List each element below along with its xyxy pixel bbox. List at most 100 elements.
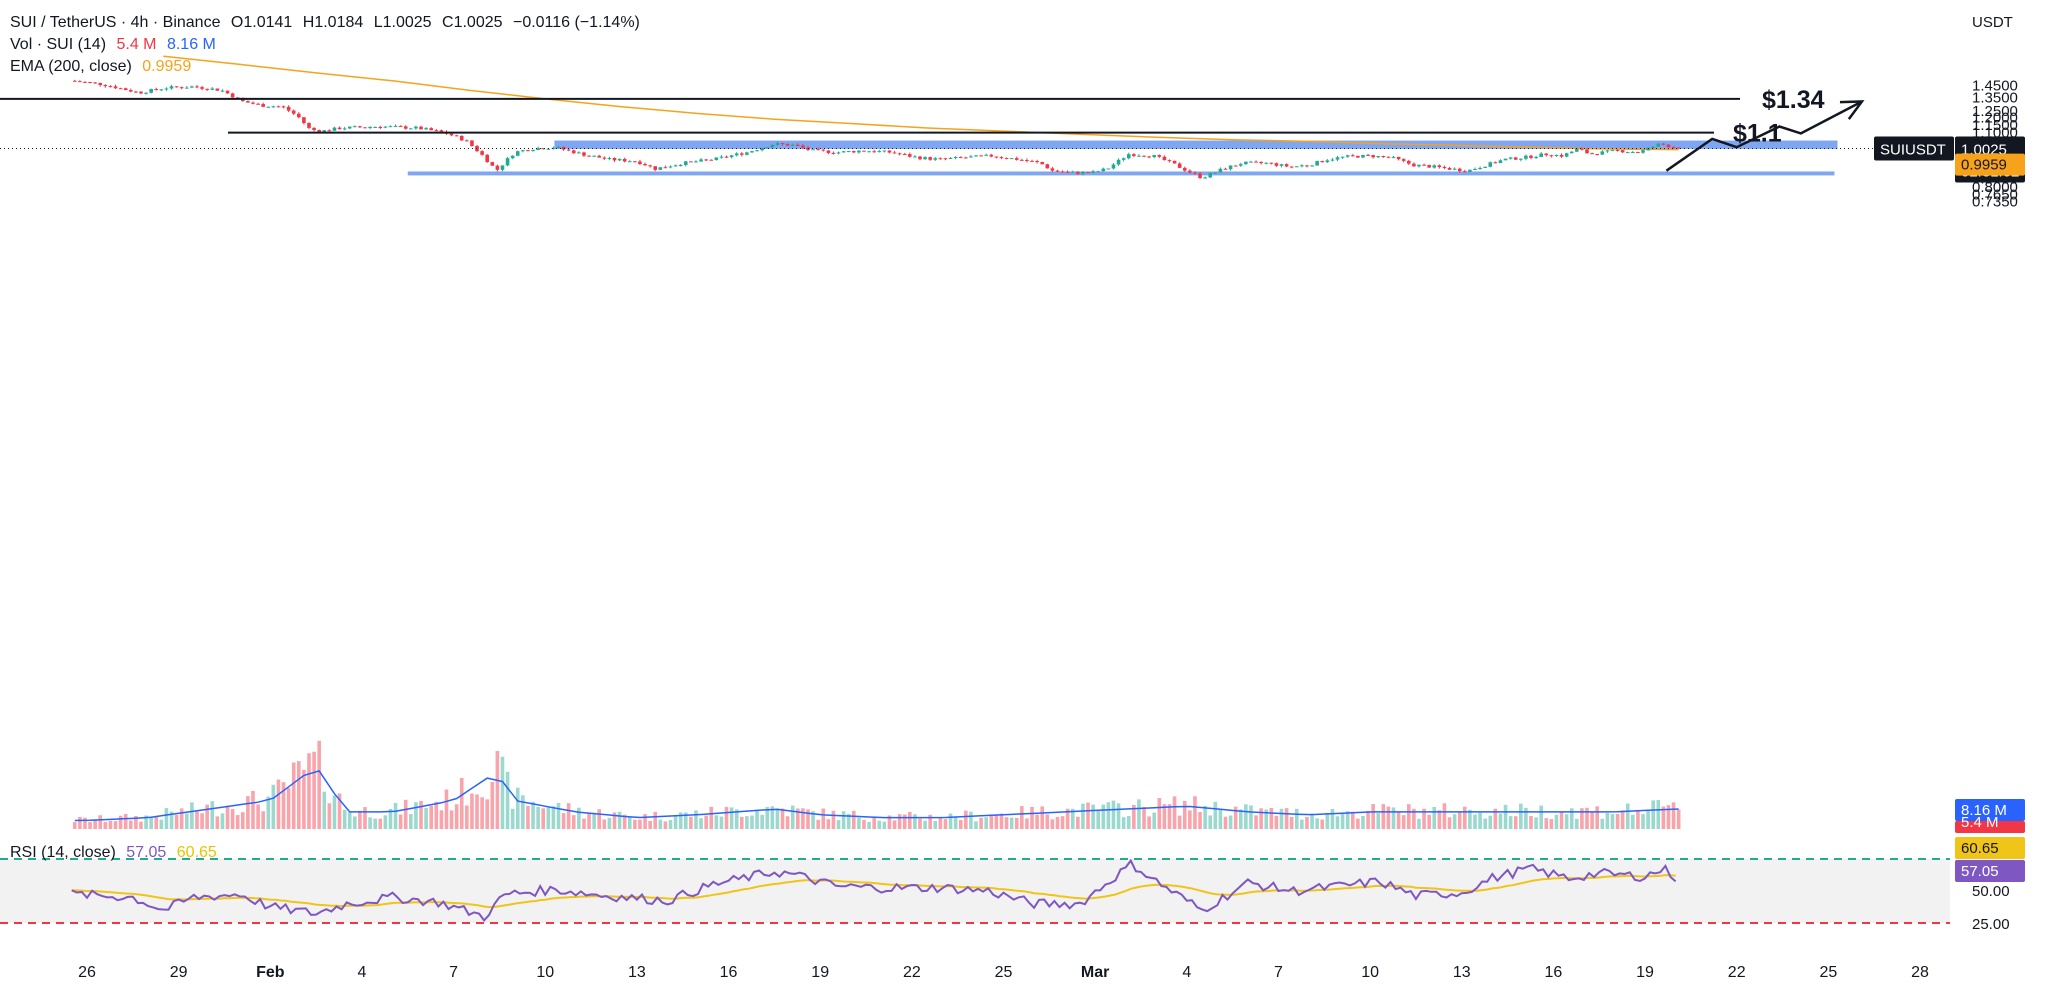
candle-body	[857, 150, 861, 153]
candle-body	[750, 151, 754, 153]
volume-bar	[902, 814, 907, 829]
candle-body	[108, 86, 113, 88]
rsi-tag: 57.05	[1961, 863, 1999, 880]
candle-body	[1055, 170, 1060, 172]
volume-bar	[1656, 799, 1661, 829]
candle-body	[785, 144, 790, 146]
candle-body	[897, 153, 902, 155]
volume-bar	[515, 787, 520, 829]
volume-bar	[429, 805, 433, 829]
volume-bar	[571, 815, 576, 829]
candle-body	[607, 158, 612, 160]
candle-body	[1641, 150, 1645, 153]
candle-body	[765, 147, 770, 149]
volume-bar	[1671, 802, 1676, 829]
price-tick-label: 0.7350	[1972, 193, 2018, 210]
volume-bar	[633, 819, 637, 829]
volume-bar	[205, 804, 209, 829]
volume-bar	[1473, 814, 1477, 829]
candle-body	[1254, 161, 1258, 163]
currency-label[interactable]: USDT	[1972, 14, 2013, 31]
ema-200-line	[163, 55, 1679, 151]
candle-body	[1427, 165, 1431, 168]
volume-bar	[1376, 813, 1381, 829]
candle-body	[1070, 171, 1075, 173]
volume-bar	[256, 804, 260, 829]
volume-bar	[490, 781, 495, 829]
volume-bar	[470, 793, 474, 829]
volume-bar	[1091, 804, 1095, 829]
candle-body	[459, 135, 464, 141]
candle-body	[1330, 159, 1335, 161]
candle-body	[327, 130, 332, 132]
candle-body	[1300, 165, 1304, 167]
rsi-legend[interactable]: RSI (14, close) 57.05 60.65	[10, 842, 223, 864]
candle-body	[1620, 150, 1625, 153]
volume-bar	[1081, 803, 1085, 829]
volume-bar	[1559, 811, 1564, 829]
volume-bar	[261, 811, 265, 829]
candle-body	[948, 157, 953, 159]
candle-body	[1147, 156, 1151, 158]
volume-bar	[164, 808, 169, 829]
volume-bar	[994, 814, 999, 829]
volume-bar	[373, 818, 377, 829]
volume-bar	[246, 796, 250, 829]
rsi-tick-label: 25.00	[1972, 916, 2010, 933]
candle-body	[541, 148, 546, 150]
candle-body	[1218, 168, 1223, 173]
candle-body	[1422, 164, 1426, 166]
ema-price-tag: 0.9959	[1961, 157, 2007, 174]
ema-value: 0.9959	[142, 58, 192, 75]
volume-bar	[729, 807, 734, 829]
candle-body	[1666, 144, 1671, 148]
candle-body	[1137, 155, 1141, 157]
candle-body	[83, 81, 87, 83]
volume-bar	[1208, 815, 1213, 829]
candle-body	[1045, 164, 1050, 169]
price-tick-label: 1.2000	[1972, 110, 2018, 127]
volume-bar	[383, 815, 388, 829]
time-tick-label: 7	[449, 964, 458, 981]
volume-legend[interactable]: Vol · SUI (14) 5.4 M 8.16 M	[10, 34, 222, 56]
volume-bar	[775, 808, 780, 829]
volume-bar	[475, 794, 479, 829]
volume-bar	[795, 808, 800, 829]
candle-body	[388, 126, 393, 128]
candle-body	[1294, 166, 1299, 168]
volume-bar	[1529, 815, 1533, 829]
candle-body	[1284, 164, 1289, 167]
candle-body	[969, 156, 973, 158]
volume-bar	[806, 809, 810, 829]
volume-bar	[1452, 814, 1457, 829]
candle-body	[1111, 164, 1116, 169]
volume-bar	[638, 819, 642, 829]
candle-body	[184, 87, 189, 89]
candle-body	[683, 161, 688, 165]
volume-bar	[235, 815, 240, 829]
candle-body	[918, 156, 922, 160]
volume-bar	[1004, 817, 1009, 829]
candle-body	[1335, 157, 1340, 160]
volume-bar	[780, 808, 785, 829]
candle-body	[490, 162, 495, 166]
candle-body	[1636, 152, 1640, 154]
candle-body	[154, 89, 159, 91]
rsi-value: 57.05	[126, 844, 167, 861]
candle-body	[465, 140, 469, 142]
volume-bar	[602, 819, 607, 829]
volume-bar	[414, 802, 418, 829]
ema-legend[interactable]: EMA (200, close) 0.9959	[10, 56, 197, 78]
candle-body	[1172, 160, 1177, 164]
volume-bar	[281, 782, 286, 829]
volume-bar	[1483, 818, 1487, 829]
candle-body	[297, 113, 301, 118]
candle-body	[719, 156, 724, 158]
candle-body	[668, 166, 673, 168]
volume-bar	[327, 803, 332, 829]
candle-body	[1121, 158, 1126, 160]
candle-body	[515, 151, 520, 156]
candle-body	[653, 166, 658, 170]
volume-bar	[1030, 806, 1034, 829]
